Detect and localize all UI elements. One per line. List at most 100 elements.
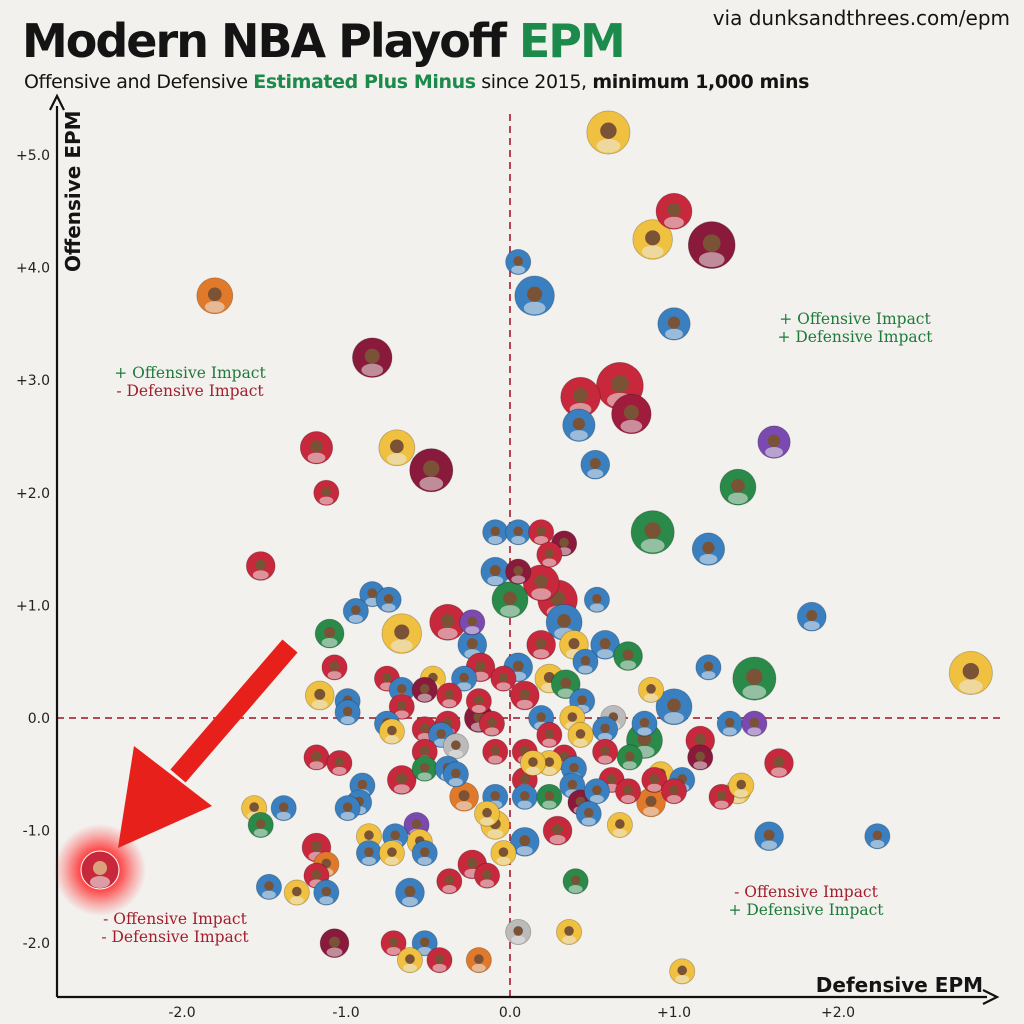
player-point [270,795,297,822]
point-jersey [276,811,291,820]
player-point [451,665,478,692]
player-point [334,795,361,822]
player-point [519,750,546,777]
player-point [283,879,310,906]
point-face [419,684,430,694]
point-face [394,624,410,640]
y-tick-label: -1.0 [23,824,50,840]
point-face [577,695,587,705]
point-face [667,203,681,217]
player-point [695,654,722,681]
y-tick-label: +2.0 [16,486,50,502]
highlight-point-jersey [90,876,110,889]
point-jersey [340,811,355,820]
player-point [514,275,555,316]
point-jersey [562,935,576,944]
point-face [419,762,430,773]
quadrant-label-bottom-left: - Offensive Impact - Defensive Impact [101,910,249,946]
player-point [255,873,282,900]
player-point [728,772,755,799]
player-point [505,558,532,585]
highlight-marker [54,824,146,917]
point-jersey [568,885,583,894]
point-face [575,729,586,739]
point-jersey [742,685,767,699]
player-point [411,755,438,782]
point-jersey [589,794,604,804]
player-point [411,930,438,957]
y-axis-arrowhead [49,93,65,111]
point-jersey [542,800,557,809]
point-jersey [417,772,432,781]
point-face [357,779,368,790]
point-face [746,668,763,686]
player-point [509,827,540,857]
quadrant-label-line: - Defensive Impact [116,382,264,400]
highlight-point-face [93,861,107,876]
point-face [695,751,706,762]
chart-title: Modern NBA Playoff EPM [22,14,626,68]
point-jersey [488,755,503,764]
player-point [592,716,619,743]
point-jersey [734,789,749,798]
point-face [321,886,332,897]
point-face [489,564,501,576]
point-face [482,807,492,818]
point-face [513,926,523,936]
player-point [355,840,382,867]
point-jersey [958,679,983,694]
player-point [580,449,611,480]
point-face [466,857,478,869]
point-face [544,757,555,767]
point-jersey [386,453,407,465]
player-point [741,710,768,737]
point-jersey [698,252,725,268]
player-point [655,688,693,726]
point-jersey [480,817,494,826]
player-point [409,448,454,493]
point-face [255,559,267,571]
point-jersey [480,879,494,888]
point-face [519,774,530,784]
arrow-shaft [170,639,298,783]
y-tick-label: +3.0 [16,373,50,389]
player-point [655,192,693,230]
point-face [624,751,635,762]
y-tick-label: 0.0 [28,711,50,727]
point-face [599,638,611,650]
point-face [724,717,735,728]
player-point [388,693,415,720]
player-point [536,541,563,568]
point-face [702,541,715,554]
point-face [615,819,625,829]
player-point [395,877,425,908]
quadrant-label-line: - Offensive Impact [103,910,247,928]
point-jersey [620,660,637,670]
point-face [451,740,461,750]
point-face [396,684,407,694]
point-jersey [542,738,557,747]
point-jersey [714,800,729,809]
player-point [314,618,345,649]
player-point [378,429,416,467]
player-point [575,800,602,827]
point-jersey [761,840,778,850]
player-point [490,840,517,867]
point-jersey [289,896,304,905]
point-jersey [448,778,463,787]
point-jersey [390,639,413,653]
point-face [419,745,430,756]
player-point [616,744,643,771]
callout-arrow [118,639,298,848]
point-face [364,348,380,364]
point-face [528,757,538,767]
player-point [457,630,488,660]
point-face [451,768,461,779]
player-point [313,479,340,506]
point-face [572,417,586,431]
point-jersey [465,626,480,635]
point-face [962,663,980,680]
x-tick-label: -2.0 [168,1005,195,1021]
point-face [278,802,289,812]
point-face [536,712,546,722]
